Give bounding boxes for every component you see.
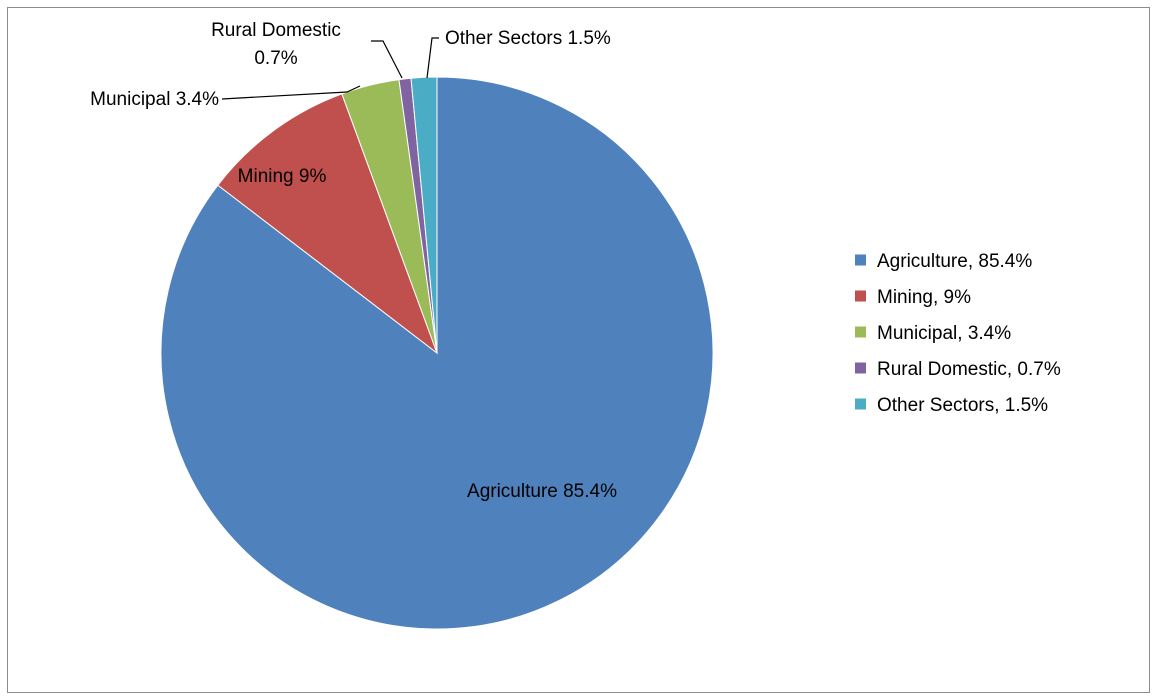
legend-label-rural-domestic: Rural Domestic, 0.7% xyxy=(877,359,1061,380)
pie-slice-agriculture xyxy=(160,76,714,630)
pie-slice-mining xyxy=(217,93,439,355)
leader-line-other-sectors xyxy=(426,37,439,79)
leader-line-municipal xyxy=(221,85,361,100)
legend-item-rural-domestic: Rural Domestic, 0.7% xyxy=(855,359,1061,380)
data-label-rural-domestic: Rural Domestic 0.7% xyxy=(211,20,341,69)
leader-line-rural-domestic xyxy=(371,40,403,79)
legend-swatch-rural-domestic xyxy=(855,362,866,374)
leader-lines xyxy=(221,37,439,100)
pie-slice-other-sectors xyxy=(410,76,438,354)
legend: Agriculture, 85.4% Mining, 9% Municipal, 3… xyxy=(855,251,1061,416)
pie-slices xyxy=(160,76,714,630)
data-label-agriculture: Agriculture 85.4% xyxy=(467,481,617,502)
legend-item-municipal: Municipal, 3.4% xyxy=(855,323,1011,344)
legend-item-mining: Mining, 9% xyxy=(855,287,971,308)
legend-label-other-sectors: Other Sectors, 1.5% xyxy=(877,395,1048,416)
legend-item-other-sectors: Other Sectors, 1.5% xyxy=(855,395,1048,416)
data-labels: Agriculture 85.4% Mining 9% Municipal 3.4%… xyxy=(90,20,617,502)
legend-label-mining: Mining, 9% xyxy=(877,287,971,308)
data-label-mining: Mining 9% xyxy=(238,166,327,187)
data-label-other-sectors: Other Sectors 1.5% xyxy=(445,28,611,49)
legend-swatch-other-sectors xyxy=(855,398,866,410)
legend-item-agriculture: Agriculture, 85.4% xyxy=(855,251,1032,272)
legend-label-agriculture: Agriculture, 85.4% xyxy=(877,251,1032,272)
legend-swatch-agriculture xyxy=(855,254,866,266)
data-label-municipal: Municipal 3.4% xyxy=(90,89,219,110)
legend-label-municipal: Municipal, 3.4% xyxy=(877,323,1011,344)
legend-swatch-municipal xyxy=(855,326,866,338)
legend-swatch-mining xyxy=(855,290,866,302)
